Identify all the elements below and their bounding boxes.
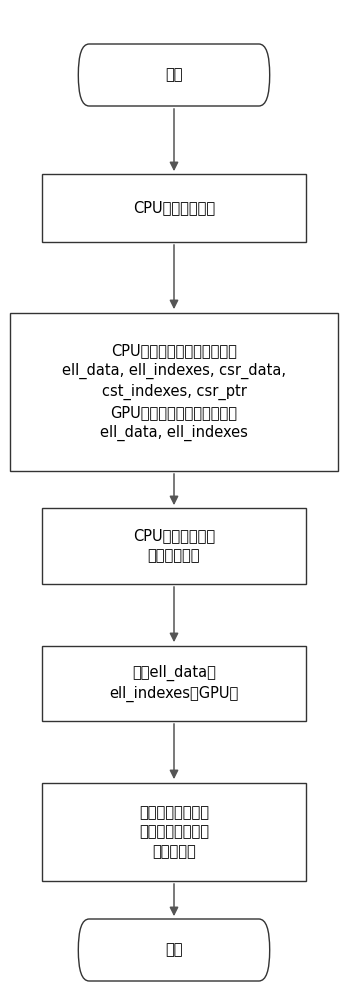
- Text: 复制ell_data和
ell_indexes到GPU上: 复制ell_data和 ell_indexes到GPU上: [109, 664, 239, 702]
- FancyBboxPatch shape: [42, 783, 306, 881]
- FancyBboxPatch shape: [42, 646, 306, 720]
- FancyBboxPatch shape: [42, 508, 306, 583]
- Text: 使用处理完成的存
储结构进行稀疏矩
阵向量乘法: 使用处理完成的存 储结构进行稀疏矩 阵向量乘法: [139, 805, 209, 859]
- Text: 开始: 开始: [165, 68, 183, 83]
- FancyBboxPatch shape: [78, 44, 270, 106]
- Text: CPU申请空间（数组形式）：
ell_data, ell_indexes, csr_data,
cst_indexes, csr_ptr
GPU申请空间（数组形: CPU申请空间（数组形式）： ell_data, ell_indexes, cs…: [62, 343, 286, 441]
- Text: 结束: 结束: [165, 942, 183, 958]
- Text: CPU读取矩阵数据: CPU读取矩阵数据: [133, 200, 215, 216]
- FancyBboxPatch shape: [78, 919, 270, 981]
- Text: CPU把各项数据填
充到各个数组: CPU把各项数据填 充到各个数组: [133, 529, 215, 563]
- FancyBboxPatch shape: [10, 313, 338, 471]
- FancyBboxPatch shape: [42, 174, 306, 242]
